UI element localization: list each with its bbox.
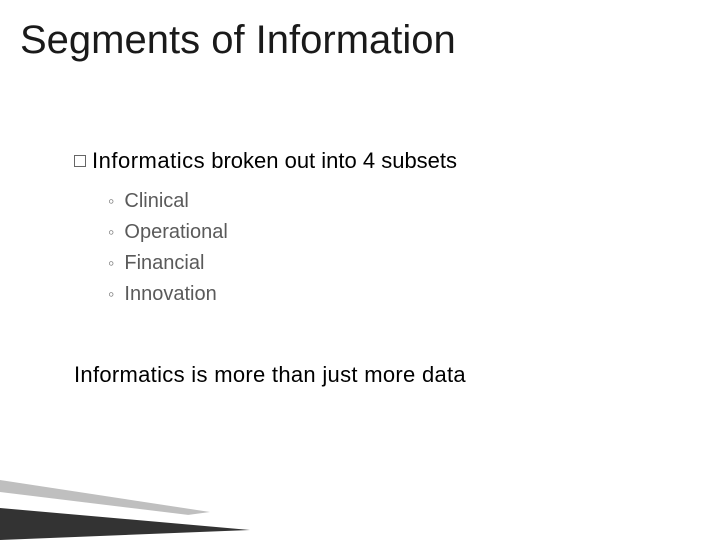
sub-bullet-list: Clinical Operational Financial Innovatio…: [108, 186, 680, 310]
slide-body: Informatics broken out into 4 subsets Cl…: [74, 148, 680, 310]
corner-accent-icon: [0, 450, 260, 540]
list-item: Operational: [108, 217, 680, 248]
list-item: Financial: [108, 248, 680, 279]
main-rest-text: broken out into 4 subsets: [205, 148, 457, 173]
slide-title: Segments of Information: [20, 18, 456, 63]
list-item: Clinical: [108, 186, 680, 217]
closing-statement: Informatics is more than just more data: [74, 362, 466, 388]
main-bullet-line: Informatics broken out into 4 subsets: [74, 148, 680, 174]
square-bullet-icon: [74, 155, 86, 167]
main-lead-text: Informatics: [92, 148, 205, 173]
slide: Segments of Information Informatics brok…: [0, 0, 720, 540]
list-item: Innovation: [108, 279, 680, 310]
